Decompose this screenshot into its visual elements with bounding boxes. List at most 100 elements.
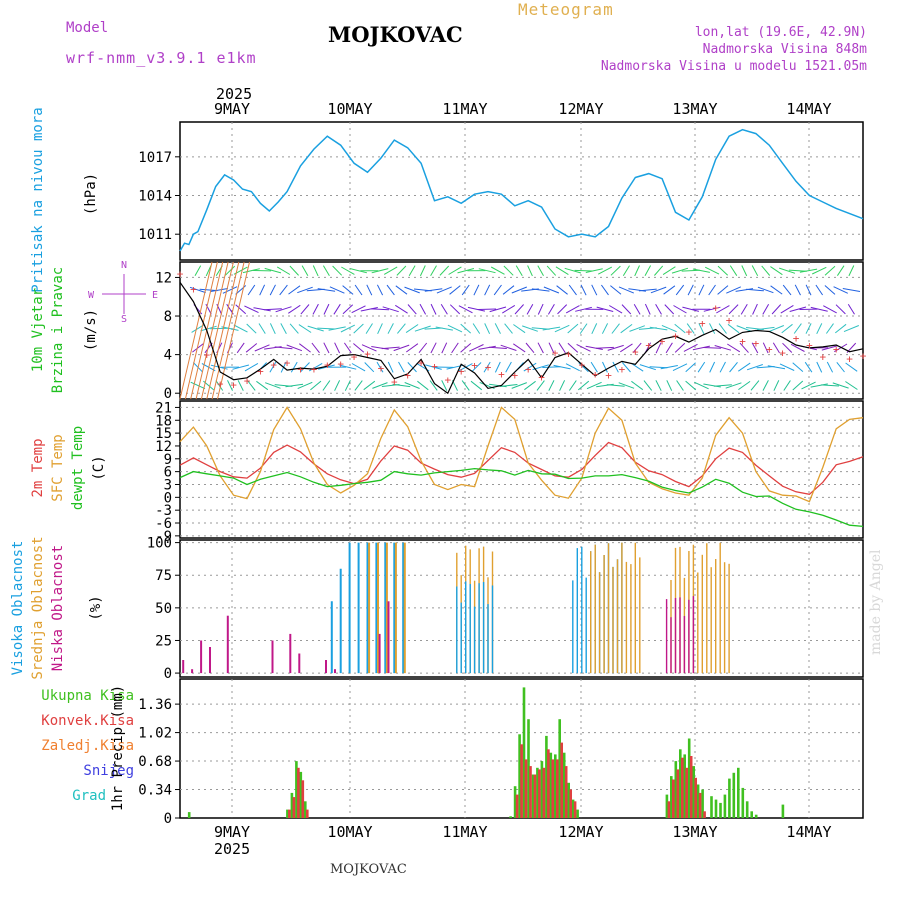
wind-arrow — [256, 380, 269, 391]
cloud-axis-label: Niska Oblacnost — [50, 545, 66, 671]
y-tick-label: 1011 — [138, 227, 172, 243]
wind-arrow — [842, 288, 861, 292]
wind-arrow — [824, 265, 836, 276]
y-tick-label: 0 — [164, 386, 172, 402]
wind-arrow — [525, 342, 535, 354]
wind-arrow — [762, 380, 769, 391]
wind-arrow — [703, 347, 722, 349]
wind-arrow — [210, 327, 229, 330]
wind-arrow — [692, 268, 710, 273]
wind-arrow — [511, 382, 527, 389]
wind-arrow — [265, 382, 281, 389]
wind-arrow — [395, 304, 408, 314]
wind-arrow — [494, 361, 501, 373]
wind-arrow — [771, 304, 782, 315]
wind-arrow — [620, 323, 633, 334]
wind-arrow — [430, 303, 437, 315]
wind-arrow — [449, 304, 461, 315]
wind-arrow — [350, 268, 368, 274]
wind-arrow — [490, 266, 505, 275]
precip-bar — [515, 794, 519, 818]
wind-arrow — [591, 284, 598, 296]
precip-bar — [536, 767, 539, 818]
wind-arrow — [289, 323, 299, 334]
wind-arrow — [381, 346, 400, 350]
wind-arrow — [780, 304, 794, 314]
gust-marker: + — [471, 359, 478, 372]
precip-bar — [288, 809, 291, 818]
wind-arrow — [728, 304, 739, 315]
temp-axis-label: dewpt Temp — [70, 426, 86, 510]
precip-bar — [576, 809, 579, 818]
wind-arrow — [835, 304, 846, 315]
wind-arrow — [600, 284, 609, 296]
y-tick-label: 0 — [164, 811, 172, 827]
wind-arrow — [344, 380, 351, 391]
precip-bar — [542, 767, 546, 818]
gust-marker: + — [806, 339, 813, 352]
wind-arrow — [488, 346, 507, 349]
gust-marker: + — [819, 351, 826, 364]
precip-bar — [674, 761, 678, 818]
precip-bar — [571, 799, 575, 818]
wind-arrow — [288, 304, 301, 314]
wind-arrow — [211, 261, 245, 400]
precip-bar — [533, 774, 537, 818]
gust-marker: + — [538, 371, 545, 384]
wind-arrow — [644, 303, 651, 315]
wind-arrow — [681, 269, 700, 272]
y-tick-label: 0.68 — [138, 754, 172, 770]
wind-arrow — [478, 345, 496, 350]
gust-marker: + — [203, 349, 210, 362]
wind-arrow — [729, 361, 738, 373]
precip-bar — [703, 811, 706, 818]
gust-marker: + — [297, 363, 304, 376]
wind-arrow — [751, 265, 759, 277]
gust-marker: + — [190, 283, 197, 296]
wind-arrow — [792, 380, 804, 391]
wind-arrow — [195, 261, 229, 400]
wind-arrow — [396, 265, 407, 276]
wind-arrow — [805, 284, 812, 296]
chart-title: MOJKOVAC — [328, 22, 463, 47]
precip-bar — [732, 772, 736, 818]
gust-marker: + — [257, 365, 264, 378]
wind-arrow — [610, 265, 621, 276]
temp-line-2 — [179, 467, 864, 528]
wind-arrow — [823, 305, 837, 314]
precip-bar — [292, 797, 296, 818]
wind-arrow — [526, 303, 534, 315]
wind-arrow — [717, 265, 729, 276]
wind-arrow — [440, 303, 448, 315]
wind-arrow — [392, 383, 411, 388]
wind-arrow — [752, 303, 758, 315]
wind-arrow — [555, 266, 569, 276]
wind-arrow — [683, 343, 698, 352]
wind-arrow — [676, 380, 684, 391]
wind-axis-label-2: Brzina i Pravac — [50, 267, 66, 393]
wind-arrow — [472, 323, 481, 334]
precip-bar — [670, 776, 673, 818]
y-tick-label: 1.02 — [138, 726, 172, 742]
wind-arrow — [579, 323, 588, 334]
wind-arrow — [298, 324, 312, 333]
wind-arrow — [729, 265, 738, 276]
wind-arrow — [206, 261, 240, 400]
precip-bar — [531, 774, 535, 818]
wind-arrow — [505, 361, 512, 373]
gust-marker: + — [766, 343, 773, 356]
wind-arrow — [761, 265, 771, 276]
gust-marker: + — [418, 356, 425, 369]
wind-arrow — [663, 285, 676, 295]
gust-marker: + — [860, 350, 867, 363]
gust-marker: + — [645, 339, 652, 352]
precip-bar — [710, 796, 713, 818]
lonlat-label: lon,lat (19.6E, 42.9N) — [694, 25, 867, 40]
wind-arrow — [447, 324, 463, 333]
gust-marker: + — [378, 362, 385, 375]
wind-arrow — [404, 286, 420, 294]
precip-bar — [527, 719, 530, 818]
wind-arrow — [772, 342, 780, 354]
wind-arrow — [414, 325, 431, 332]
wind-arrow — [612, 361, 619, 373]
